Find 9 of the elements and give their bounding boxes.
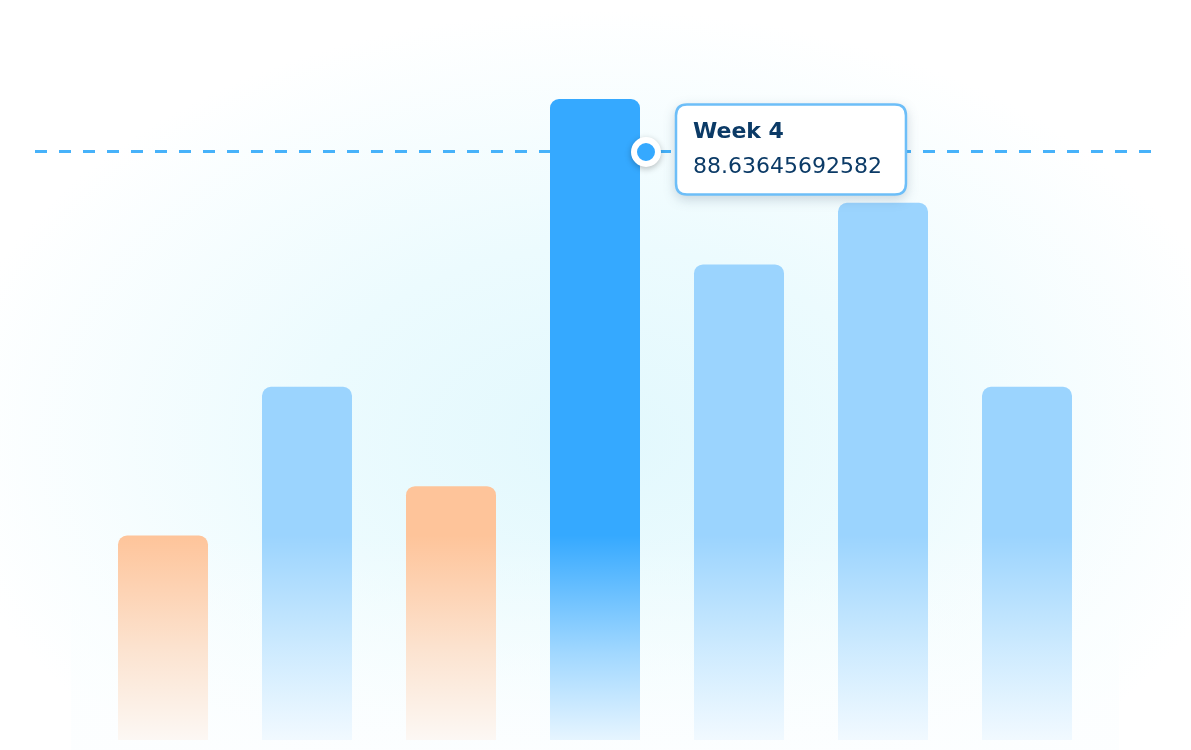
bar [838, 202, 928, 740]
bar [118, 535, 208, 740]
annotation: Week 4 [693, 118, 784, 144]
bar [406, 486, 496, 740]
bar [982, 386, 1072, 740]
bar [694, 264, 784, 740]
bar [550, 99, 640, 740]
annotation: 88.63645692582 [693, 153, 882, 179]
bar [262, 386, 352, 740]
